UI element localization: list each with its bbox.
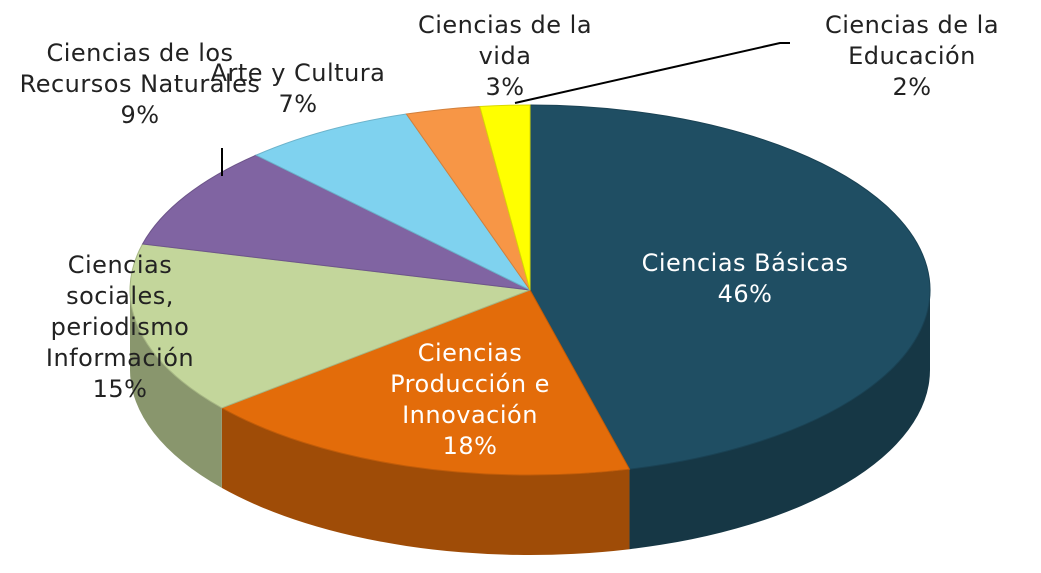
category-label: Ciencias sociales, periodismo Informació… bbox=[45, 251, 195, 372]
value-label: 3% bbox=[485, 73, 525, 101]
slice-label: Ciencias de la Educación 2% bbox=[787, 10, 1037, 103]
category-label: Ciencias de la Educación bbox=[824, 11, 1000, 70]
slice-label: Ciencias Básicas 46% bbox=[595, 248, 895, 310]
pie-sides bbox=[130, 290, 930, 555]
value-label: 9% bbox=[120, 101, 160, 129]
category-label: Ciencias de los Recursos Naturales bbox=[19, 39, 261, 98]
slice bbox=[220, 289, 631, 476]
category-label: Ciencias Producción e Innovación bbox=[390, 339, 550, 429]
value-label: 2% bbox=[892, 73, 932, 101]
slice-label: Ciencias sociales, periodismo Informació… bbox=[20, 250, 220, 405]
slice bbox=[479, 104, 531, 291]
slice bbox=[254, 113, 531, 291]
slice bbox=[129, 243, 531, 409]
slice-label: Ciencias Producción e Innovación 18% bbox=[350, 338, 590, 462]
slice-label: Ciencias de los Recursos Naturales 9% bbox=[10, 38, 270, 131]
pie-tops bbox=[129, 104, 931, 476]
slice-label: Ciencias de la vida 3% bbox=[405, 10, 605, 103]
value-label: 46% bbox=[717, 280, 773, 308]
slice-side bbox=[130, 290, 222, 488]
category-label: Arte y Cultura bbox=[210, 59, 386, 87]
category-label: Ciencias de la vida bbox=[417, 11, 593, 70]
leader-line bbox=[514, 42, 790, 104]
category-label: Ciencias Básicas bbox=[641, 249, 849, 277]
slice bbox=[141, 154, 531, 291]
value-label: 15% bbox=[92, 375, 148, 403]
slice-side bbox=[629, 290, 930, 550]
slice-label: Arte y Cultura 7% bbox=[188, 58, 408, 120]
slice bbox=[529, 104, 931, 470]
value-label: 18% bbox=[442, 432, 498, 460]
value-label: 7% bbox=[278, 90, 318, 118]
slice-side bbox=[221, 407, 630, 555]
